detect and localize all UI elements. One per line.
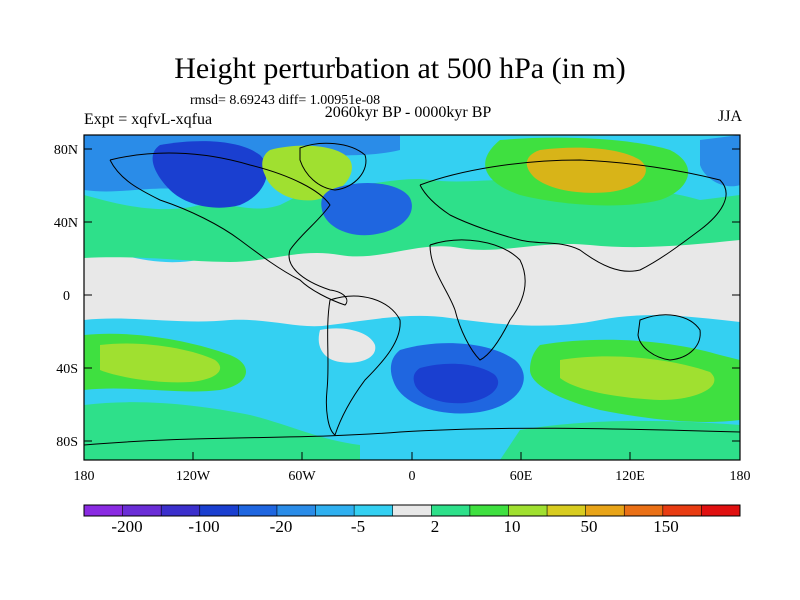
- colorbar-swatch: [585, 505, 625, 516]
- x-tick-label-0: 0: [409, 469, 416, 484]
- experiment-label: Expt = xqfvL-xqfua: [84, 111, 213, 128]
- coastlines: [84, 142, 740, 446]
- contour-greenland-low: [152, 141, 268, 208]
- coast-antarctica: [84, 427, 740, 446]
- colorbar-swatch: [315, 505, 355, 516]
- colorbar-swatch: [122, 505, 162, 516]
- colorbar-swatch: [624, 505, 664, 516]
- x-tick-marks: [83, 452, 741, 460]
- x-tick-label-180w: 180: [74, 469, 95, 484]
- x-tick-label-60w: 60W: [288, 469, 316, 484]
- colorbar-swatch: [238, 505, 278, 516]
- x-tick-label-60e: 60E: [510, 469, 533, 484]
- colorbar-label: 50: [581, 517, 598, 536]
- x-tick-label-180e: 180: [730, 469, 751, 484]
- colorbar-labels: -200 -100 -20 -5 2 10 50 150: [111, 517, 678, 536]
- colorbar-swatch: [276, 505, 316, 516]
- colorbar-swatch: [469, 505, 509, 516]
- y-tick-marks: [84, 148, 740, 442]
- colorbar-label: -5: [351, 517, 365, 536]
- coast-greenland: [299, 142, 367, 191]
- y-tick-label-80s: 80S: [56, 435, 78, 450]
- y-tick-label-40n: 40N: [54, 216, 78, 231]
- colorbar-swatch: [199, 505, 239, 516]
- contour-pacific-east-blue: [700, 135, 740, 187]
- colorbar-swatch: [547, 505, 586, 516]
- colorbar-label: -100: [188, 517, 219, 536]
- colorbar-swatch: [701, 505, 741, 516]
- coast-australia: [637, 314, 701, 361]
- colorbar-label: 150: [653, 517, 679, 536]
- colorbar-swatch: [508, 505, 548, 516]
- contour-south-pacific-yellow: [100, 343, 221, 383]
- contour-south-atlantic-deep: [413, 363, 499, 404]
- colorbar: [83, 504, 741, 517]
- coast-north-america: [109, 152, 348, 306]
- colorbar-swatch: [84, 505, 123, 516]
- period-label: 2060kyr BP - 0000kyr BP: [324, 104, 492, 121]
- y-tick-label-40s: 40S: [56, 362, 78, 377]
- colorbar-swatch: [161, 505, 201, 516]
- colorbar-label: -20: [270, 517, 293, 536]
- colorbar-swatch: [662, 505, 702, 516]
- colorbar-label: 2: [431, 517, 440, 536]
- colorbar-swatch: [431, 505, 471, 516]
- colorbar-label: 10: [504, 517, 521, 536]
- y-tick-label-80n: 80N: [54, 143, 78, 158]
- contour-south-indian-yellow: [560, 356, 715, 400]
- contour-atlantic-low: [321, 183, 412, 236]
- colorbar-frame: [83, 504, 741, 517]
- coast-eurasia: [419, 159, 727, 272]
- plot-title: Height perturbation at 500 hPa (in m): [174, 52, 626, 85]
- colorbar-label: -200: [111, 517, 142, 536]
- contour-antarctic-green: [84, 402, 360, 460]
- colorbar-swatch: [392, 505, 432, 516]
- contour-patagonia-gray: [318, 328, 376, 363]
- colorbar-swatch: [354, 505, 394, 516]
- coast-africa: [429, 239, 526, 361]
- stats-line: rmsd= 8.69243 diff= 1.00951e-08: [190, 93, 381, 108]
- x-tick-label-120e: 120E: [615, 469, 645, 484]
- y-tick-label-eq: 0: [63, 289, 70, 304]
- coast-south-america: [325, 295, 401, 436]
- season-label: JJA: [717, 108, 742, 125]
- contour-field: [84, 135, 740, 460]
- x-tick-label-120w: 120W: [176, 469, 211, 484]
- contour-asia-high-gold: [526, 147, 646, 193]
